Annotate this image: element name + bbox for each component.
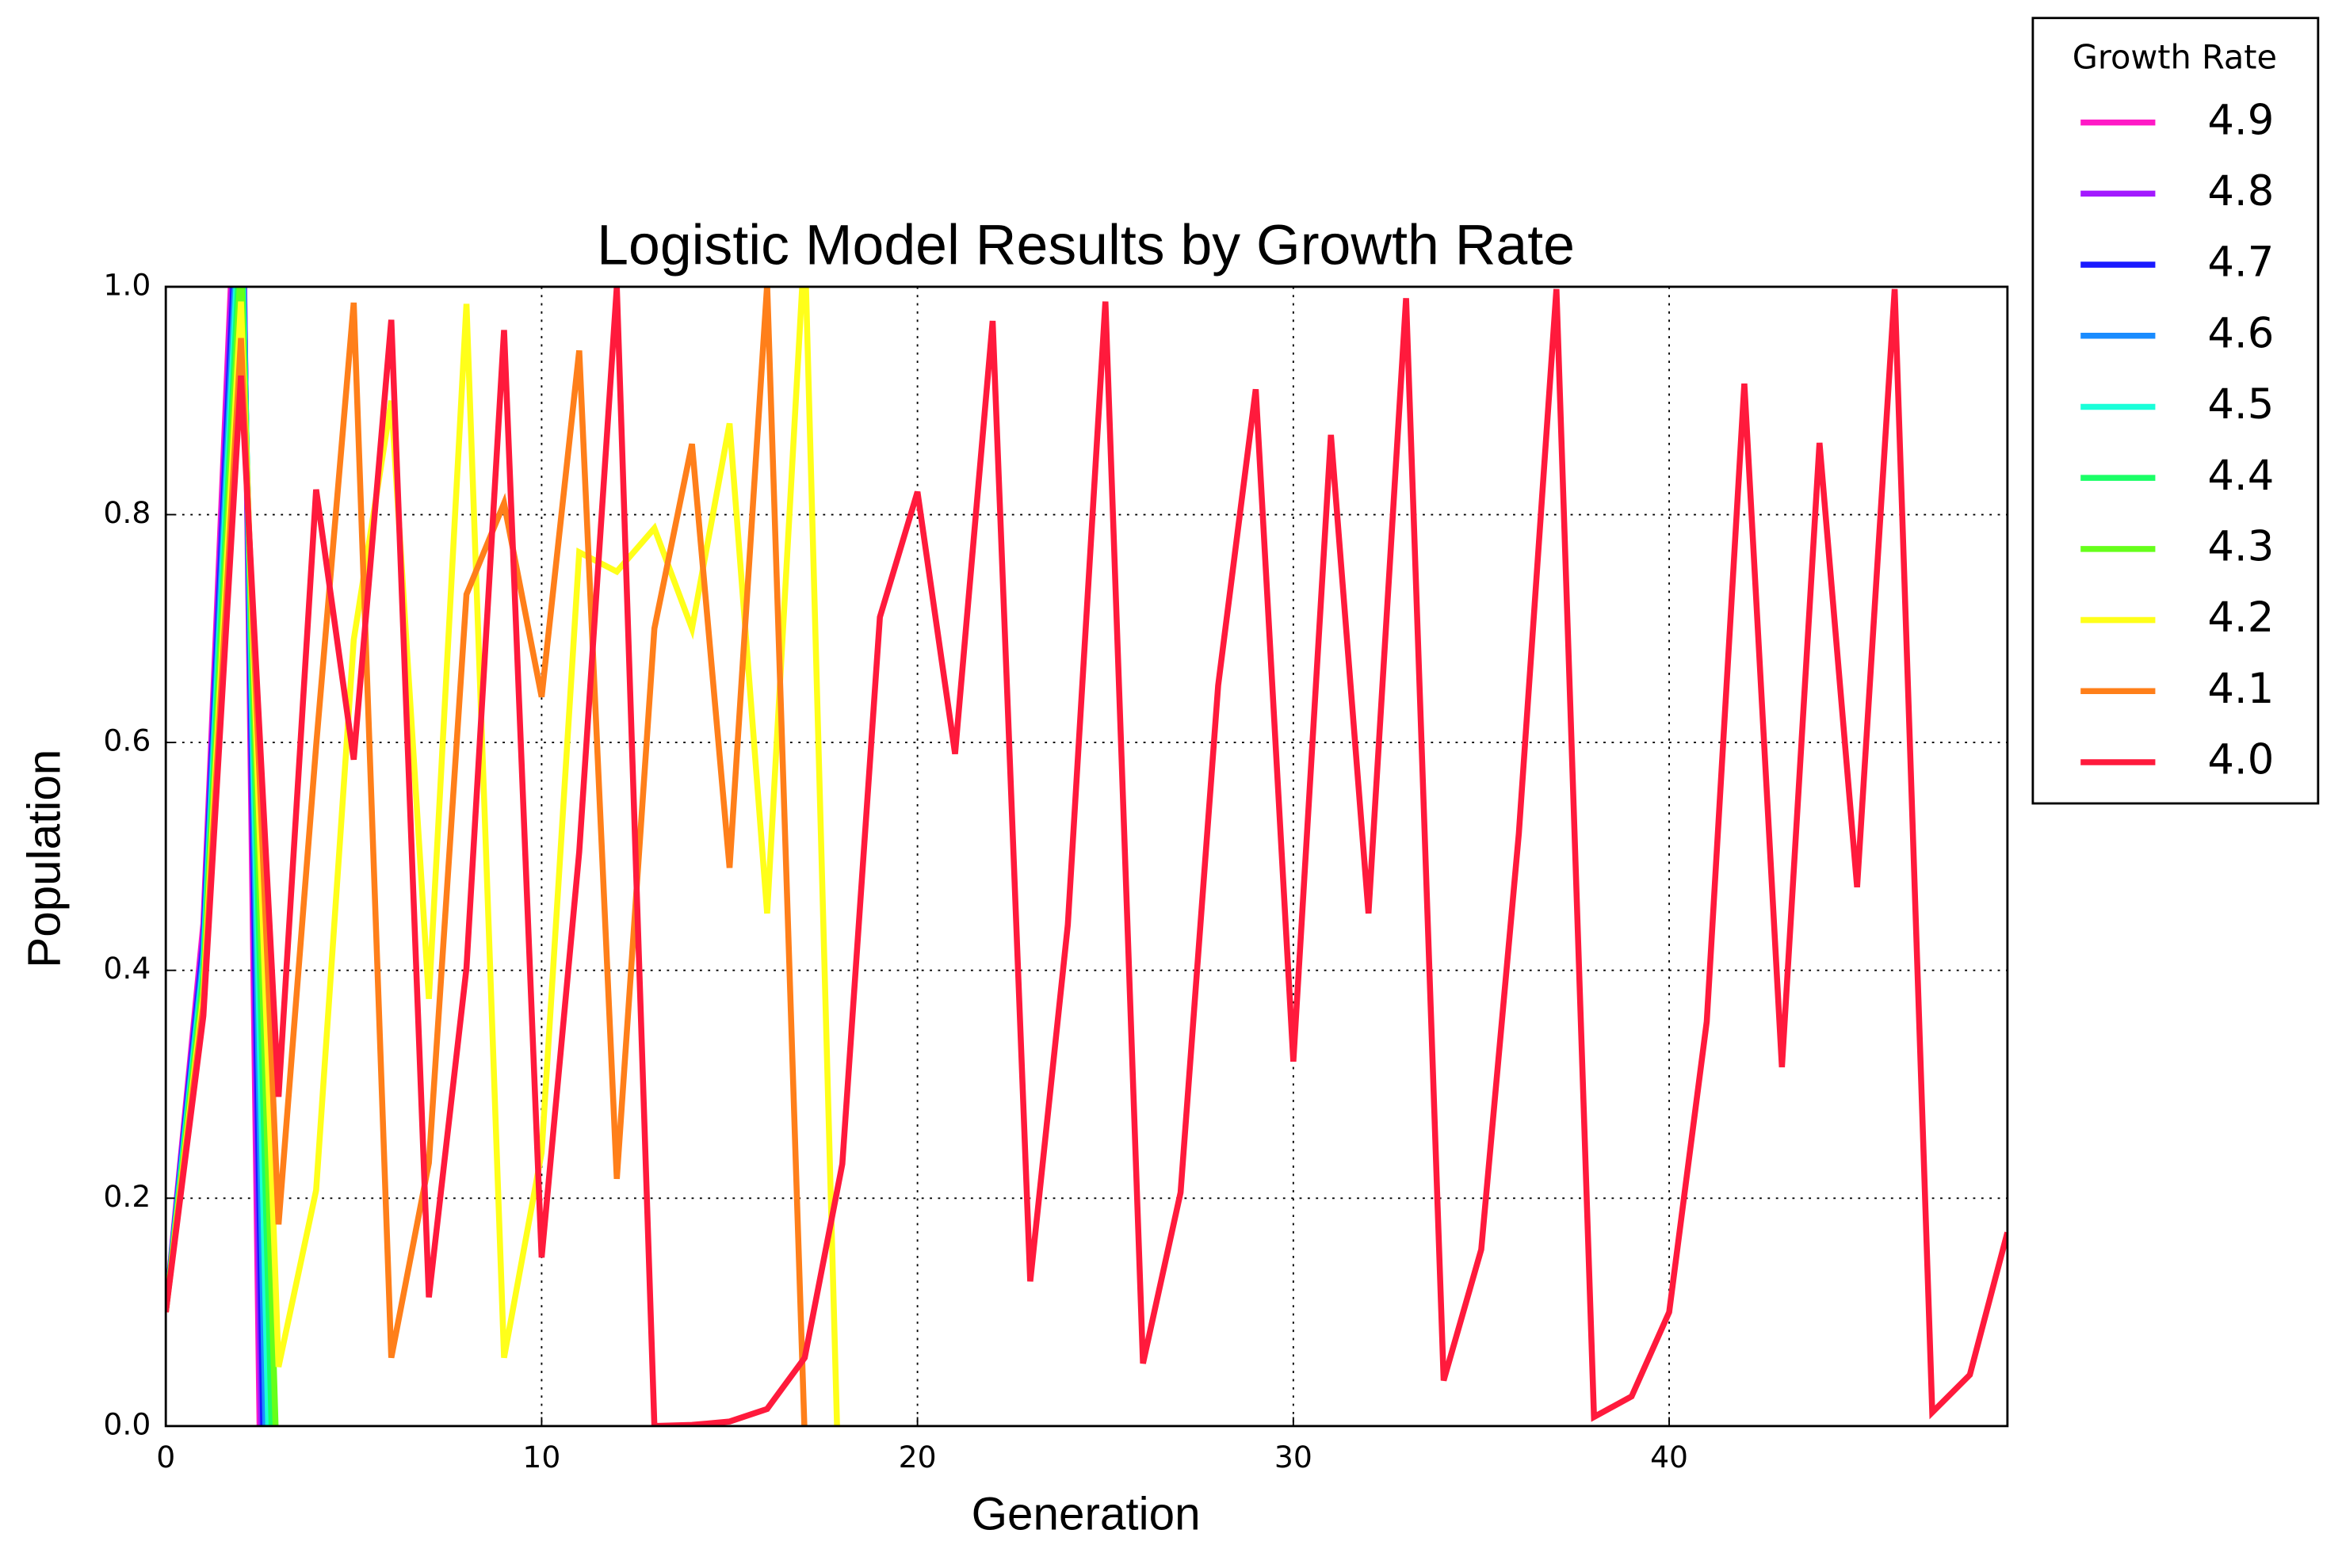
- lines: [166, 286, 2008, 1426]
- legend-label: 4.5: [2207, 380, 2274, 429]
- y-tick-label: 0.6: [103, 723, 151, 758]
- x-axis-label: Generation: [972, 1488, 1201, 1539]
- series-line: [166, 286, 840, 1426]
- x-tick-label: 20: [899, 1440, 937, 1475]
- legend-label: 4.6: [2207, 309, 2274, 357]
- legend-label: 4.9: [2207, 96, 2274, 144]
- series-line: [166, 286, 279, 1426]
- legend-label: 4.8: [2207, 167, 2274, 216]
- x-tick-label: 40: [1650, 1440, 1688, 1475]
- grid: [165, 285, 2008, 1427]
- x-tick-label: 30: [1274, 1440, 1312, 1475]
- x-tick-label: 0: [156, 1440, 175, 1475]
- series-line: [166, 286, 808, 1426]
- legend-label: 4.3: [2207, 523, 2274, 571]
- plot-frame: [164, 285, 2009, 1428]
- y-tick-label: 0.0: [103, 1406, 151, 1441]
- y-tick-label: 1.0: [103, 267, 151, 302]
- legend-box: [2031, 17, 2320, 805]
- chart-title: Logistic Model Results by Growth Rate: [597, 214, 1575, 277]
- y-axis-label: Population: [19, 750, 71, 968]
- y-tick-label: 0.2: [103, 1179, 151, 1214]
- legend-label: 4.7: [2207, 238, 2274, 287]
- ticks: 0.0 0.2 0.4 0.6 0.8 1.0 0 10 20 30 40: [103, 267, 1688, 1474]
- legend-title: Growth Rate: [2073, 38, 2277, 76]
- series-line: [166, 286, 2008, 1426]
- legend: 4.9 4.8 4.7 4.6 4.5 4.4 4.3 4.2 4.1 4.0: [2080, 96, 2274, 784]
- x-tick-label: 10: [522, 1440, 560, 1475]
- legend-label: 4.1: [2207, 665, 2274, 713]
- y-tick-label: 0.4: [103, 951, 151, 986]
- legend-label: 4.0: [2207, 736, 2274, 784]
- y-tick-label: 0.8: [103, 495, 151, 530]
- legend-label: 4.2: [2207, 593, 2274, 642]
- legend-label: 4.4: [2207, 452, 2274, 500]
